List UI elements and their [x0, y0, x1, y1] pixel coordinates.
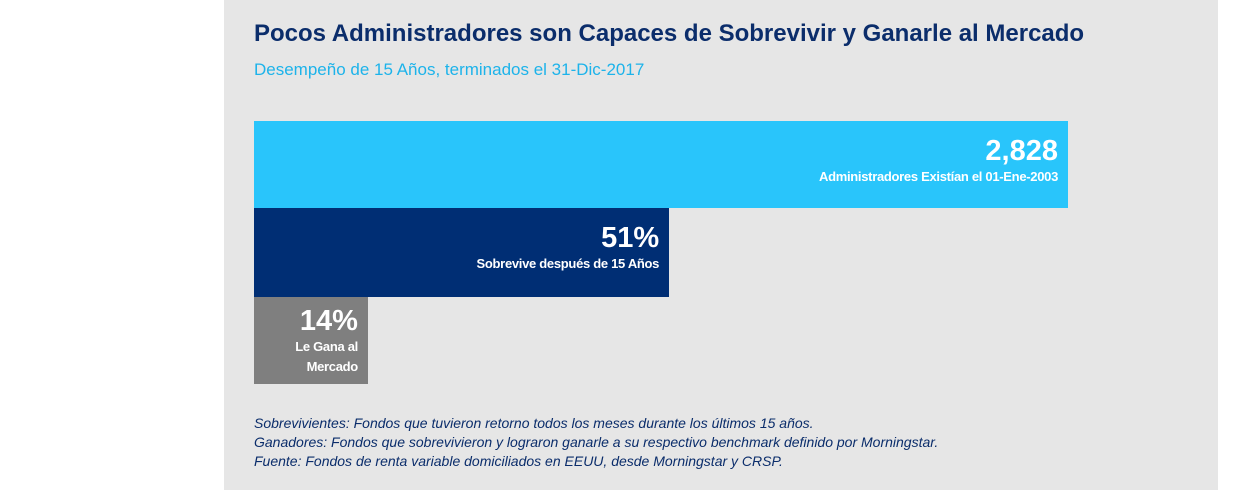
footnote: Sobrevivientes: Fondos que tuvieron reto…	[254, 415, 814, 431]
category-label: Le Gana al Mercado	[295, 339, 358, 374]
chart-subtitle: Desempeño de 15 Años, terminados el 31-D…	[254, 60, 645, 79]
footnotes: Sobrevivientes: Fondos que tuvieron reto…	[254, 414, 938, 471]
bar: 14% Le Gana al Mercado	[254, 297, 368, 384]
value-label: 14%	[299, 305, 358, 337]
category-label: Administradores Existían el 01-Ene-2003	[818, 169, 1058, 184]
category-label: Sobrevive después de 15 Años	[476, 256, 660, 271]
bar: 2,828 Administradores Existían el 01-Ene-…	[254, 121, 1068, 208]
footnote: Fuente: Fondos de renta variable domicil…	[254, 453, 783, 469]
value-label: 51%	[601, 222, 660, 254]
value-label: 2,828	[985, 135, 1058, 167]
bar: 51% Sobrevive después de 15 Años	[254, 208, 670, 297]
footnote: Ganadores: Fondos que sobrevivieron y lo…	[254, 434, 939, 450]
chart-title: Pocos Administradores son Capaces de Sob…	[254, 20, 1085, 47]
panel: Pocos Administradores son Capaces de Sob…	[224, 0, 1218, 490]
